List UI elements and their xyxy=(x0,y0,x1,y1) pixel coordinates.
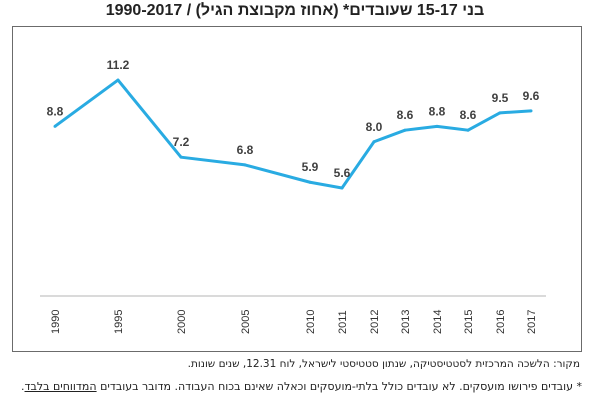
data-label: 5.9 xyxy=(302,160,319,174)
data-label: 8.0 xyxy=(366,120,383,134)
x-tick-label: 2013 xyxy=(400,310,412,334)
footnote-marker: * xyxy=(576,380,583,393)
data-point xyxy=(498,111,502,115)
data-point xyxy=(466,128,470,132)
data-label: 8.6 xyxy=(460,108,477,122)
data-label: 9.6 xyxy=(523,89,540,103)
data-point xyxy=(53,124,57,128)
data-point xyxy=(243,163,247,167)
data-point xyxy=(403,128,407,132)
x-tick-label: 2000 xyxy=(176,310,188,334)
x-tick-label: 2010 xyxy=(305,310,317,334)
chart-title: בני 15-17 שעובדים* (אחוז מקבוצת הגיל) / … xyxy=(105,2,485,19)
data-label: 11.2 xyxy=(107,58,130,72)
footnote: * עובדים פירושו מועסקים. לא עובדים כולל … xyxy=(0,378,582,395)
x-tick-label: 2012 xyxy=(369,310,381,334)
data-label: 5.6 xyxy=(334,166,351,180)
source-note: מקור: הלשכה המרכזית לסטטיסטיקה, שנתון סט… xyxy=(187,358,580,370)
data-label: 8.8 xyxy=(429,104,446,118)
footnote-text: עובדים פירושו מועסקים. לא עובדים כולל בל… xyxy=(96,380,577,393)
x-tick-label: 2011 xyxy=(337,310,349,334)
data-point xyxy=(308,180,312,184)
data-point xyxy=(340,186,344,190)
footnote-end: . xyxy=(21,380,25,393)
x-tick-label: 2015 xyxy=(463,310,475,334)
x-tick-label: 2017 xyxy=(526,310,538,334)
data-label: 9.5 xyxy=(492,91,509,105)
data-point xyxy=(372,140,376,144)
data-point xyxy=(116,78,120,82)
x-tick-label: 2005 xyxy=(240,310,252,334)
data-label: 8.6 xyxy=(397,108,414,122)
x-tick-label: 2014 xyxy=(432,310,444,334)
data-point xyxy=(179,155,183,159)
data-point xyxy=(529,109,533,113)
data-label: 6.8 xyxy=(237,143,254,157)
x-tick-label: 2016 xyxy=(495,310,507,334)
data-label: 7.2 xyxy=(173,135,190,149)
data-label: 8.8 xyxy=(47,104,64,118)
series-line xyxy=(54,78,532,190)
data-point xyxy=(435,124,439,128)
footnote-underlined: המדווחים בלבד xyxy=(24,380,97,393)
x-tick-label: 1995 xyxy=(113,310,125,334)
chart-frame xyxy=(12,26,582,352)
x-tick-label: 1990 xyxy=(50,310,62,334)
